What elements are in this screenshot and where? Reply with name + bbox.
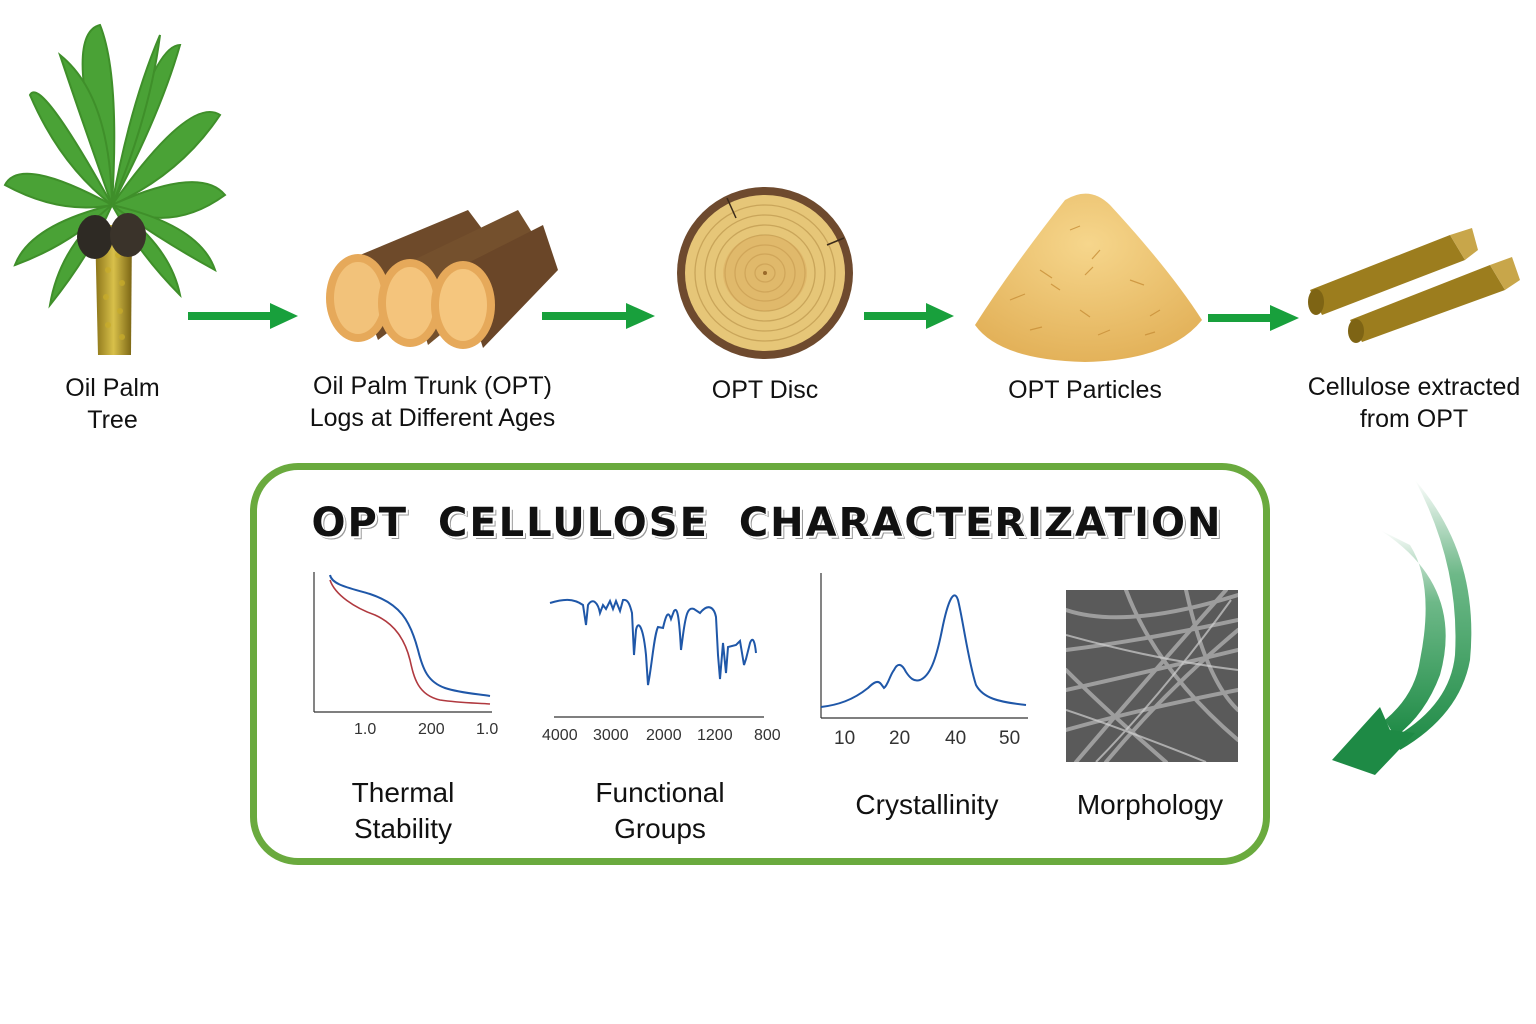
stage-oil-palm-tree [0, 15, 230, 360]
x-tick: 2000 [646, 727, 682, 744]
x-tick: 3000 [593, 727, 629, 744]
stage-label-cellulose: Cellulose extracted from OPT [1292, 371, 1536, 435]
x-tick: 4000 [542, 727, 578, 744]
label-morphology: Morphology [1055, 787, 1245, 823]
stage-opt-particles [970, 180, 1205, 365]
label-line: Tree [87, 406, 138, 434]
stage-cellulose [1300, 220, 1530, 345]
label-line: from OPT [1359, 405, 1469, 433]
stage-label-opt-particles: OPT Particles [990, 374, 1180, 406]
label-line: OPT Particles [1008, 376, 1162, 404]
x-tick: 200 [418, 721, 445, 738]
logs-icon [326, 210, 558, 349]
panel-title: OPT CELLULOSE CHARACTERIZATION [311, 500, 1223, 546]
label-thermal-stability: Thermal Stability [318, 775, 488, 847]
curved-down-arrow-icon [1332, 480, 1472, 775]
cellulose-rods-icon [1308, 228, 1520, 343]
x-tick: 1.0 [476, 721, 499, 738]
x-tick: 40 [945, 728, 967, 749]
label-line: OPT Disc [711, 376, 819, 404]
x-tick: 50 [999, 728, 1021, 749]
thermal-stability-chart [313, 572, 492, 713]
particles-pile-icon [975, 193, 1202, 362]
label-functional-groups: Functional Groups [570, 775, 750, 847]
label-line: Stability [353, 813, 453, 844]
right-arrow-icon [542, 303, 655, 329]
stage-label-opt-disc: OPT Disc [680, 374, 850, 406]
label-line: Thermal [351, 777, 455, 808]
right-arrow-icon [1208, 305, 1299, 331]
stage-label-oil-palm-tree: Oil Palm Tree [25, 372, 200, 436]
right-arrow-icon [188, 303, 298, 329]
x-tick: 10 [834, 728, 856, 749]
stage-label-opt-logs: Oil Palm Trunk (OPT) Logs at Different A… [275, 370, 590, 434]
right-arrow-icon [864, 303, 954, 329]
label-line: Groups [614, 813, 706, 844]
label-line: Morphology [1076, 789, 1224, 820]
crystallinity-chart [820, 573, 1028, 719]
stage-opt-disc [672, 183, 862, 363]
characterization-panel: OPT CELLULOSE CHARACTERIZATION [250, 463, 1270, 865]
x-tick: 800 [754, 727, 781, 744]
sem-fibers-image [1066, 590, 1238, 762]
label-line: Logs at Different Ages [309, 404, 556, 432]
palm-tree-icon [3, 23, 227, 355]
x-tick: 20 [889, 728, 911, 749]
stage-opt-logs [318, 200, 563, 350]
label-line: Oil Palm [65, 374, 160, 402]
functional-groups-chart [549, 598, 764, 718]
x-tick: 1200 [697, 727, 733, 744]
label-line: Oil Palm Trunk (OPT) [313, 372, 552, 400]
label-line: Cellulose extracted [1307, 373, 1521, 401]
label-line: Crystallinity [855, 789, 999, 820]
label-crystallinity: Crystallinity [832, 787, 1022, 823]
label-line: Functional [595, 777, 725, 808]
wood-disc-icon [677, 187, 853, 359]
x-tick: 1.0 [354, 721, 377, 738]
